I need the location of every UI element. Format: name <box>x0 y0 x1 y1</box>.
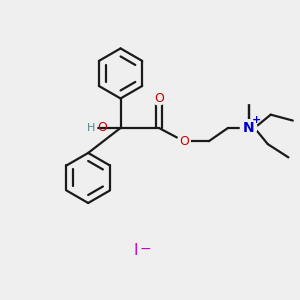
Text: O: O <box>154 92 164 105</box>
Text: O: O <box>179 135 189 148</box>
Text: +: + <box>252 115 262 125</box>
Text: −: − <box>140 242 152 256</box>
Circle shape <box>242 91 255 103</box>
Circle shape <box>177 135 190 148</box>
Text: H: H <box>87 123 95 133</box>
Text: N: N <box>243 121 254 135</box>
Circle shape <box>78 118 97 137</box>
Text: O: O <box>97 122 107 134</box>
Text: I: I <box>133 243 137 258</box>
Circle shape <box>240 120 257 136</box>
Circle shape <box>152 92 165 105</box>
